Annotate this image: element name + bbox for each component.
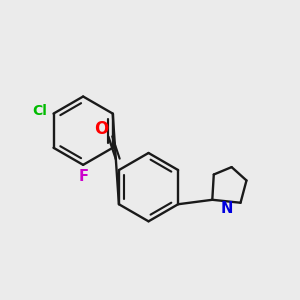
Text: Cl: Cl	[32, 104, 47, 118]
Text: N: N	[220, 201, 233, 216]
Text: O: O	[94, 120, 108, 138]
Text: F: F	[79, 169, 89, 184]
